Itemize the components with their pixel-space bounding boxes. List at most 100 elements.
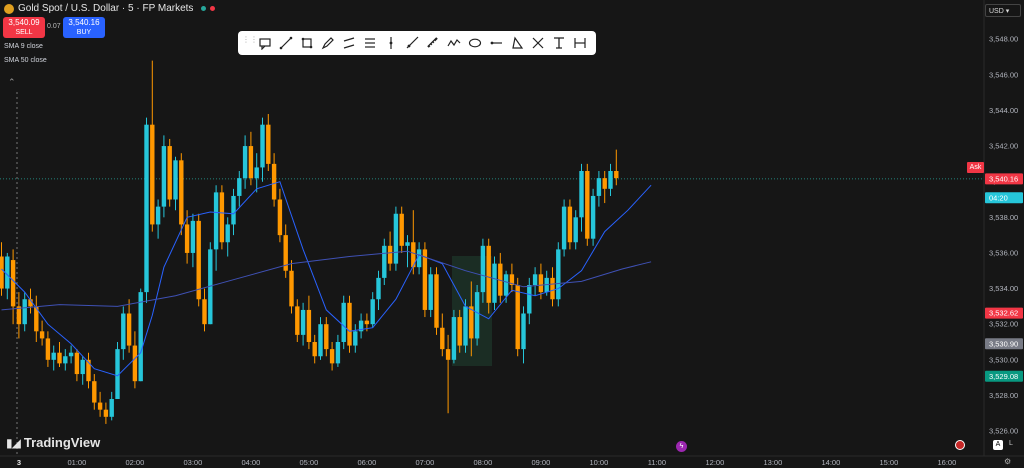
- candle-body: [161, 146, 167, 207]
- candle-body: [405, 242, 410, 246]
- candle-body: [573, 217, 578, 243]
- tradingview-logo-icon: ▮◢: [6, 435, 21, 450]
- path-icon[interactable]: [443, 33, 464, 53]
- candle-body: [567, 206, 573, 243]
- currency-selector[interactable]: USD ▾: [985, 4, 1021, 17]
- horizontal-ray-icon[interactable]: [485, 33, 506, 53]
- candle-body: [173, 160, 178, 200]
- log-scale-button[interactable]: L: [1009, 440, 1013, 447]
- gear-icon[interactable]: ⚙: [1004, 457, 1012, 466]
- candle-body: [463, 306, 468, 346]
- drag-handle-icon[interactable]: ⋮⋮: [242, 35, 258, 44]
- candle-body: [86, 359, 91, 382]
- price-badge: [985, 370, 1023, 382]
- ask-tag: Ask: [967, 162, 984, 173]
- date-range-icon[interactable]: [569, 33, 590, 53]
- flag-icon[interactable]: [955, 440, 965, 450]
- indicator-sma50[interactable]: SMA 50 close: [4, 57, 47, 64]
- candle-body: [57, 352, 62, 364]
- candle-body: [376, 277, 381, 300]
- watermark-text: TradingView: [23, 435, 101, 450]
- collapse-chevron-icon[interactable]: ⌃: [8, 77, 16, 87]
- pencil-icon[interactable]: [317, 33, 338, 53]
- time-tick-label: 06:00: [358, 458, 377, 467]
- candle-body: [271, 163, 277, 200]
- candle-body: [358, 320, 364, 332]
- ray-icon[interactable]: [401, 33, 422, 53]
- candle-body: [283, 235, 288, 271]
- candle-body: [341, 302, 346, 342]
- candle-body: [527, 285, 532, 314]
- candle-body: [0, 256, 4, 289]
- rectangle-icon[interactable]: [296, 33, 317, 53]
- candle-body: [579, 171, 584, 218]
- cross-icon[interactable]: [527, 33, 548, 53]
- candle-body: [550, 277, 555, 300]
- buy-button[interactable]: 3,540.16 BUY: [63, 17, 105, 38]
- candle-body: [561, 206, 567, 250]
- triangle-icon[interactable]: [506, 33, 527, 53]
- callout-icon[interactable]: [254, 33, 275, 53]
- candle-body: [260, 124, 265, 168]
- text-icon[interactable]: [548, 33, 569, 53]
- symbol-header[interactable]: Gold Spot / U.S. Dollar · 5 · FP Markets: [4, 3, 216, 14]
- price-tick-label: 3,542.00: [989, 142, 1018, 151]
- candle-body: [602, 178, 607, 189]
- candle-body: [434, 274, 439, 328]
- buy-label: BUY: [76, 29, 92, 36]
- candle-body: [469, 306, 474, 339]
- price-badge-label: 3,530.90: [989, 339, 1018, 348]
- candle-body: [329, 349, 335, 364]
- auto-scale-button[interactable]: A: [993, 440, 1003, 450]
- vertical-line-icon[interactable]: [380, 33, 401, 53]
- ruler-icon[interactable]: [422, 33, 443, 53]
- candle-body: [138, 292, 143, 382]
- candle-body: [515, 285, 520, 350]
- ellipse-icon[interactable]: [464, 33, 485, 53]
- indicator-sma9[interactable]: SMA 9 close: [4, 43, 43, 50]
- sell-button[interactable]: 3,540.09 SELL: [3, 17, 45, 38]
- candle-body: [155, 206, 161, 225]
- time-tick-label: 10:00: [590, 458, 609, 467]
- candle-body: [254, 167, 259, 179]
- parallel-channel-icon[interactable]: [338, 33, 359, 53]
- time-tick-label: 16:00: [938, 458, 957, 467]
- fib-icon[interactable]: [359, 33, 380, 53]
- candle-body: [184, 224, 190, 253]
- candle-body: [115, 349, 120, 399]
- time-tick-label: 09:00: [532, 458, 551, 467]
- candle-body: [208, 249, 213, 325]
- candle-body: [324, 324, 329, 350]
- candle-body: [97, 402, 103, 410]
- candle-body: [498, 263, 503, 296]
- candle-body: [364, 320, 370, 325]
- tradingview-watermark: ▮◢ TradingView: [6, 435, 100, 450]
- candle-body: [231, 195, 236, 225]
- candle-body: [242, 146, 248, 179]
- candle-body: [196, 220, 201, 300]
- lightning-icon[interactable]: ϟ: [676, 441, 687, 452]
- candle-body: [51, 352, 56, 360]
- candle-body: [266, 124, 271, 164]
- candle-body: [16, 306, 22, 325]
- trend-line-icon[interactable]: [275, 33, 296, 53]
- time-tick-label: 02:00: [126, 458, 145, 467]
- gold-icon: [4, 3, 14, 14]
- candle-body: [92, 381, 97, 403]
- price-tick-label: 3,526.00: [989, 427, 1018, 436]
- candle-body: [509, 274, 515, 285]
- candle-body: [399, 213, 404, 246]
- candle-body: [387, 245, 393, 264]
- price-badge: [985, 338, 1023, 350]
- candle-body: [28, 299, 33, 307]
- candle-body: [353, 331, 358, 346]
- candle-body: [416, 249, 422, 268]
- candle-body: [121, 313, 126, 350]
- time-tick-label: 13:00: [764, 458, 783, 467]
- candle-body: [312, 342, 317, 357]
- candle-body: [179, 160, 184, 225]
- price-badge: [985, 173, 1023, 185]
- candle-body: [63, 356, 68, 364]
- candle-body: [34, 306, 39, 332]
